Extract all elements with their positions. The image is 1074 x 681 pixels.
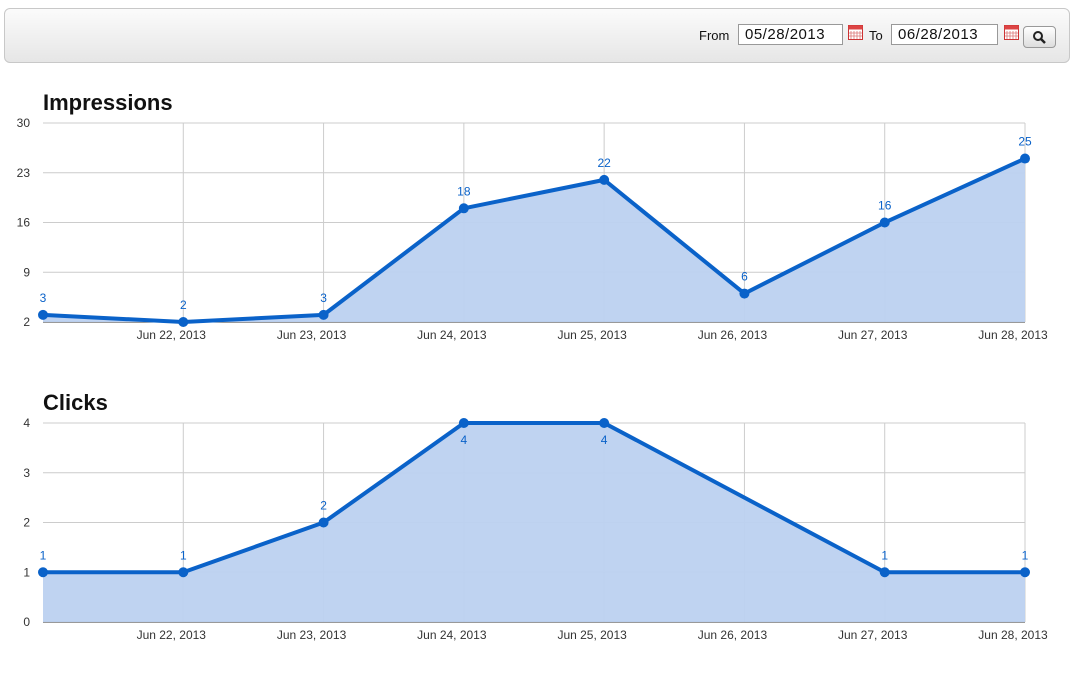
y-tick-label: 9 bbox=[23, 265, 30, 279]
x-tick-label: Jun 25, 2013 bbox=[557, 628, 627, 642]
y-tick-label: 4 bbox=[23, 416, 30, 430]
point bbox=[178, 317, 189, 327]
line bbox=[43, 421, 1025, 575]
y-tick-label: 3 bbox=[23, 466, 30, 480]
area bbox=[43, 423, 1025, 622]
area bbox=[43, 158, 1025, 322]
x-tick-label: Jun 24, 2013 bbox=[417, 628, 487, 642]
data-label: 16 bbox=[878, 199, 892, 213]
x-tick-label: Jun 22, 2013 bbox=[137, 628, 207, 642]
y-tick-label: 0 bbox=[23, 615, 30, 629]
y-tick-label: 2 bbox=[23, 516, 30, 530]
point bbox=[458, 203, 469, 214]
y-tick-label: 16 bbox=[17, 216, 31, 230]
y-tick-label: 30 bbox=[17, 116, 31, 130]
point bbox=[318, 517, 329, 528]
point bbox=[458, 418, 469, 428]
data-label: 2 bbox=[320, 499, 327, 513]
to-date-input[interactable]: 06/28/2013 bbox=[891, 24, 998, 45]
x-tick-label: Jun 23, 2013 bbox=[277, 328, 347, 342]
data-label: 18 bbox=[457, 184, 471, 198]
x-tick-label: Jun 22, 2013 bbox=[137, 328, 207, 342]
calendar-icon[interactable] bbox=[848, 25, 863, 40]
x-tick-label: Jun 26, 2013 bbox=[698, 628, 768, 642]
data-label: 3 bbox=[320, 291, 327, 305]
y-tick-label: 23 bbox=[17, 166, 31, 180]
point bbox=[1020, 153, 1030, 164]
from-label: From bbox=[699, 28, 730, 43]
chart-title: Clicks bbox=[43, 390, 108, 415]
line bbox=[42, 156, 1026, 324]
data-label: 1 bbox=[180, 548, 187, 562]
point bbox=[599, 174, 610, 185]
x-tick-label: Jun 26, 2013 bbox=[698, 328, 768, 342]
calendar-icon[interactable] bbox=[1004, 25, 1019, 40]
to-label: To bbox=[869, 28, 883, 43]
y-tick-label: 1 bbox=[23, 565, 30, 579]
x-tick-label: Jun 28, 2013 bbox=[978, 628, 1048, 642]
x-tick-label: Jun 23, 2013 bbox=[277, 628, 347, 642]
point bbox=[38, 567, 48, 578]
data-label: 4 bbox=[601, 433, 608, 447]
search-icon bbox=[1033, 31, 1046, 44]
search-button[interactable] bbox=[1023, 26, 1056, 48]
point bbox=[879, 217, 890, 228]
x-tick-label: Jun 27, 2013 bbox=[838, 628, 908, 642]
point bbox=[739, 288, 750, 299]
point bbox=[1020, 567, 1030, 578]
data-label: 1 bbox=[40, 548, 47, 562]
data-label: 22 bbox=[597, 156, 611, 170]
x-tick-label: Jun 24, 2013 bbox=[417, 328, 487, 342]
x-tick-label: Jun 28, 2013 bbox=[978, 328, 1048, 342]
data-label: 2 bbox=[180, 298, 187, 312]
point bbox=[178, 567, 189, 578]
point bbox=[318, 309, 329, 320]
point bbox=[599, 418, 610, 428]
data-label: 1 bbox=[881, 548, 888, 562]
toolbar: From 05/28/2013 To 06/28/2013 bbox=[4, 8, 1070, 63]
point bbox=[38, 309, 48, 320]
x-tick-label: Jun 25, 2013 bbox=[557, 328, 627, 342]
data-label: 4 bbox=[461, 433, 468, 447]
data-label: 1 bbox=[1022, 548, 1029, 562]
chart-title: Impressions bbox=[43, 90, 173, 115]
data-label: 25 bbox=[1018, 135, 1032, 149]
data-label: 6 bbox=[741, 270, 748, 284]
y-tick-label: 2 bbox=[23, 315, 30, 329]
data-label: 3 bbox=[40, 291, 47, 305]
point bbox=[879, 567, 890, 578]
x-tick-label: Jun 27, 2013 bbox=[838, 328, 908, 342]
from-date-input[interactable]: 05/28/2013 bbox=[738, 24, 843, 45]
